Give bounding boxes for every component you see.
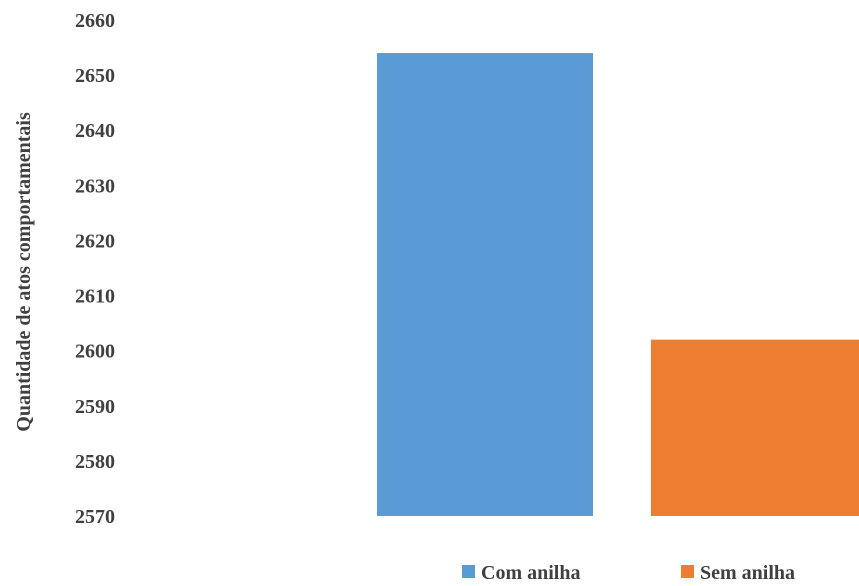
y-tick-label: 2620 [75,230,115,252]
y-axis-label-group: Quantidade de atos comportamentais [13,112,35,432]
bars [377,53,859,517]
legend-label: Sem anilha [700,562,795,584]
y-axis-label: Quantidade de atos comportamentais [13,112,35,432]
y-tick-label: 2590 [75,396,115,418]
y-tick-label: 2610 [75,286,115,308]
bar-com-anilha [377,53,593,517]
y-tick-label: 2580 [75,451,115,473]
y-tick-label: 2630 [75,175,115,197]
y-tick-label: 2650 [75,65,115,87]
y-tick-label: 2570 [75,506,115,528]
y-tick-label: 2660 [75,10,115,32]
legend-swatch [681,565,694,578]
y-tick-label: 2600 [75,341,115,363]
legend-swatch [462,565,475,578]
legend-label: Com anilha [481,562,580,584]
y-axis-ticks: 2570 2580 2590 2600 2610 2620 2630 2640 2650 2660 [75,10,115,528]
legend: Com anilha Sem anilha [462,562,795,584]
bar-sem-anilha [651,339,859,516]
y-tick-label: 2640 [75,120,115,142]
